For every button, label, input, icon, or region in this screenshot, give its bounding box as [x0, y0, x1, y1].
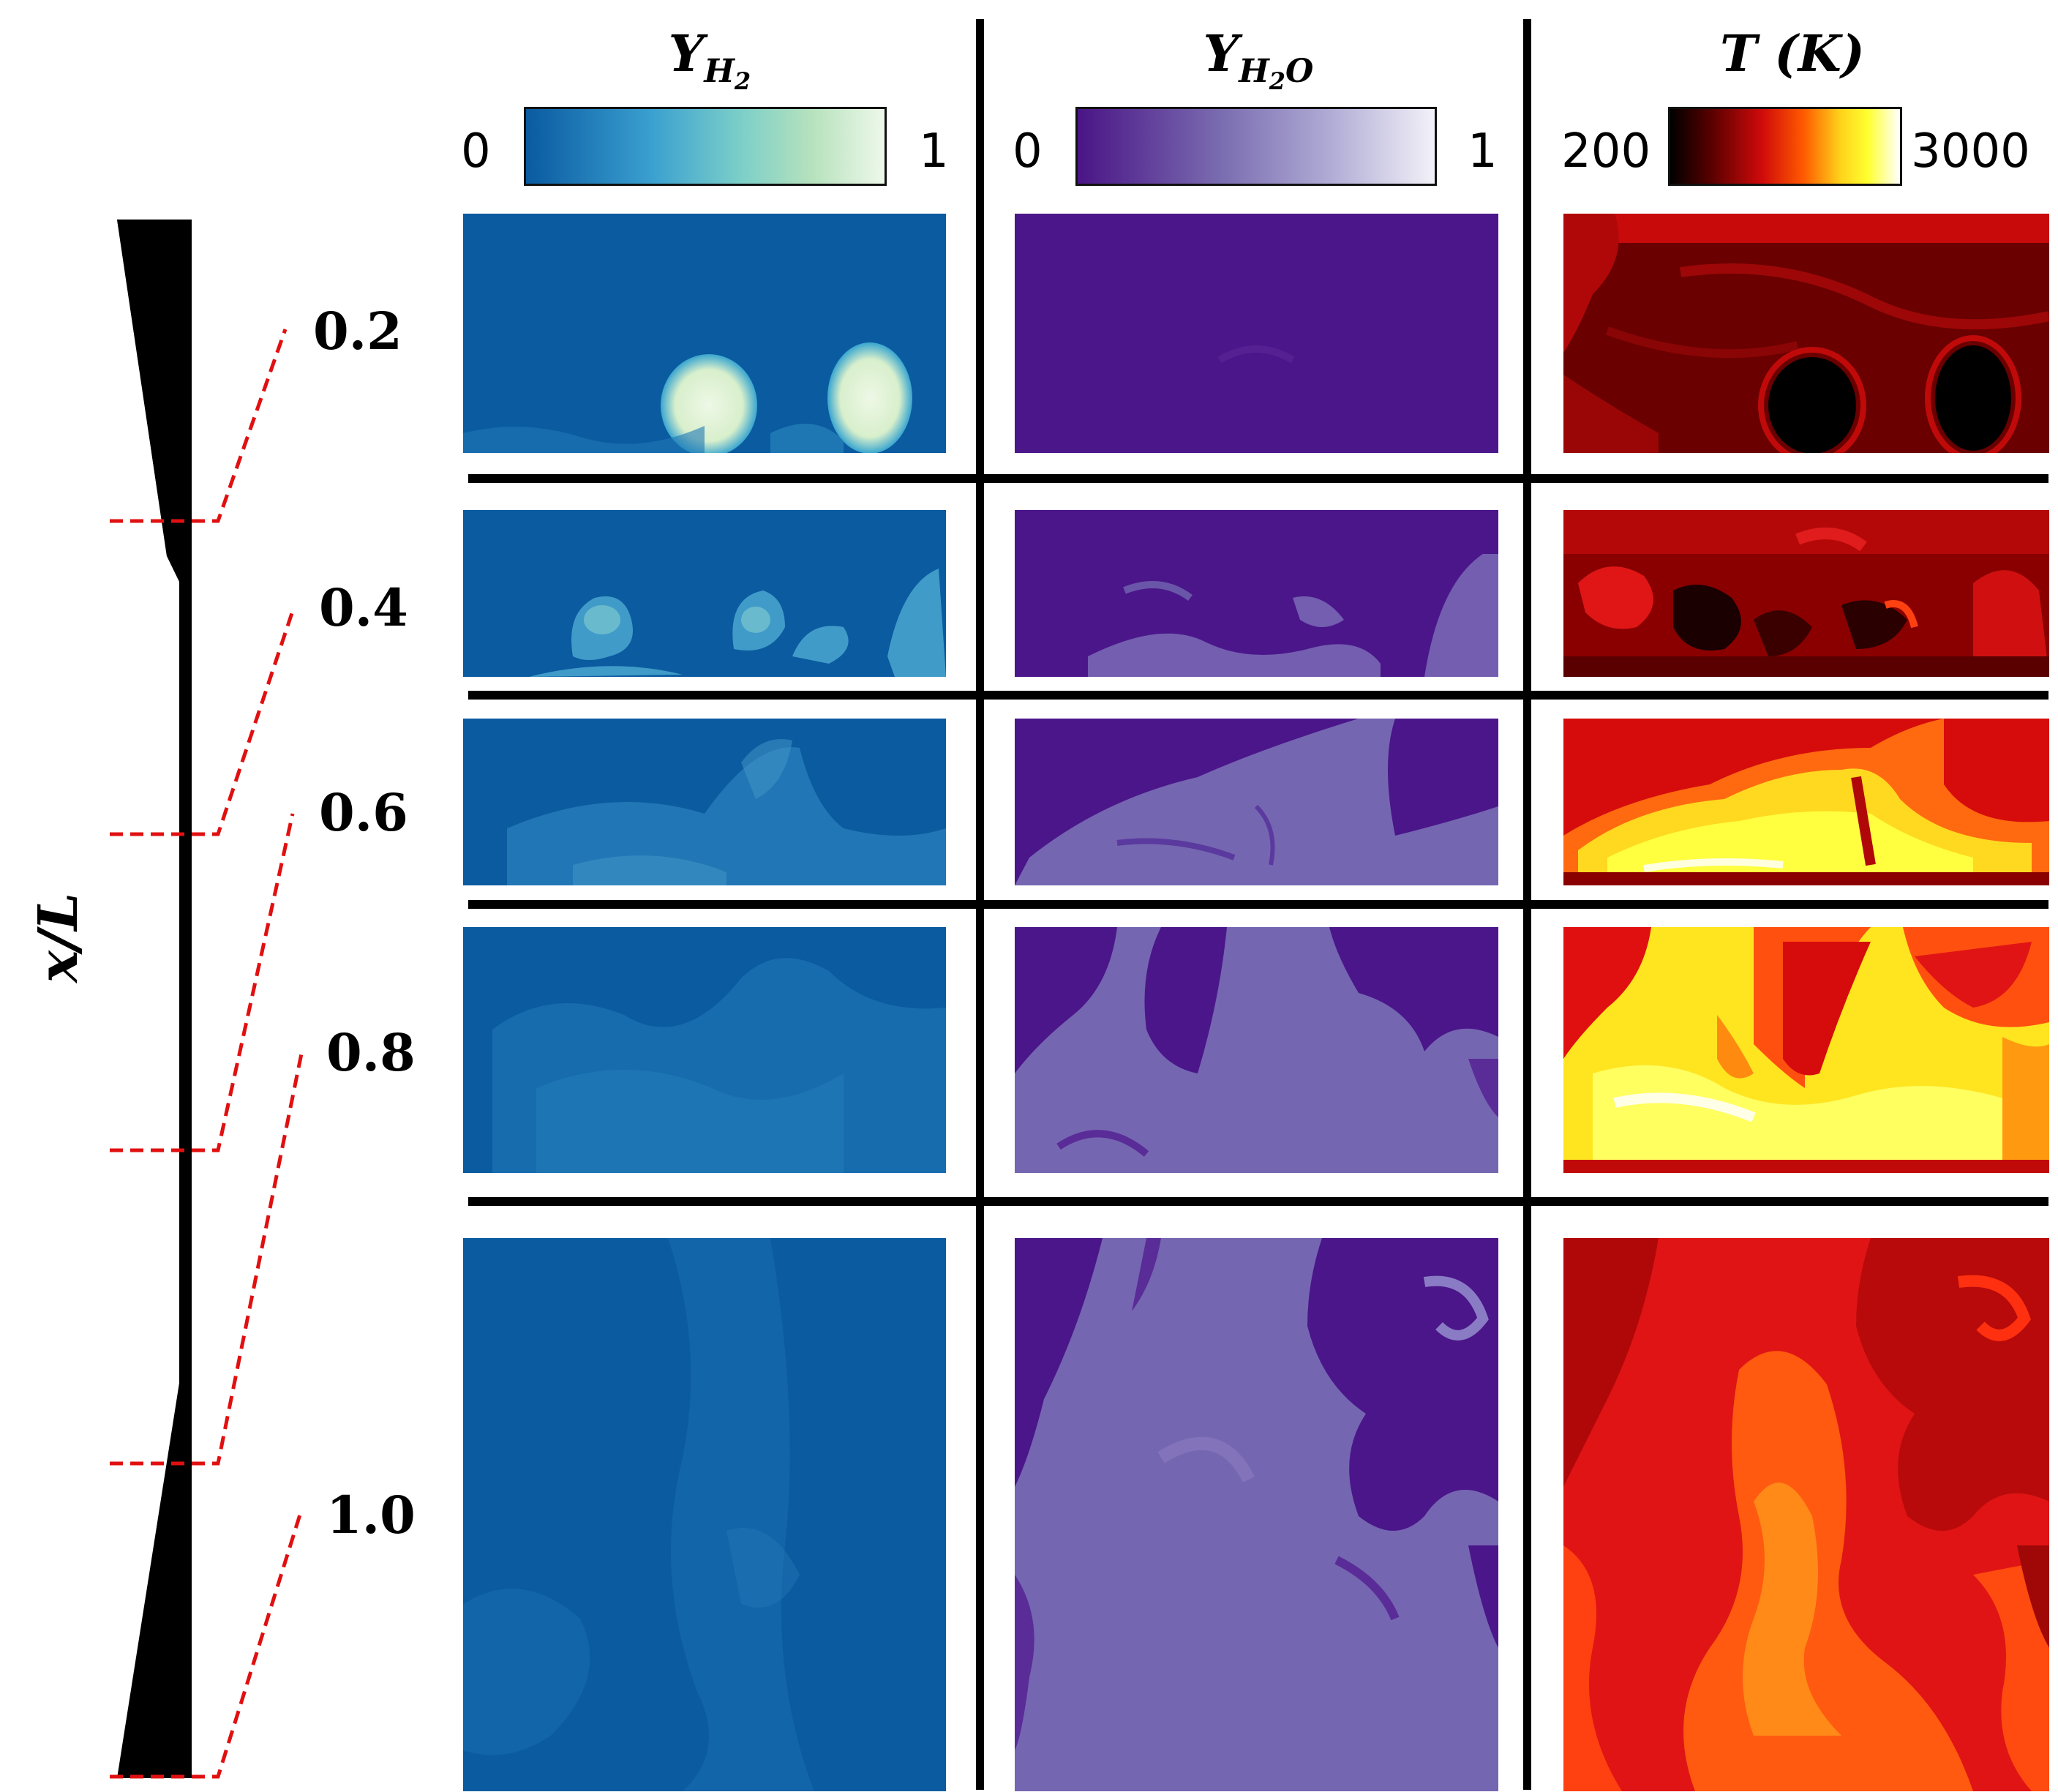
row-label-1-0: 1.0 — [326, 1485, 416, 1545]
colorbar-h2 — [524, 107, 887, 186]
row-label-0-6: 0.6 — [319, 782, 408, 843]
colorbar-h2o — [1075, 107, 1437, 186]
row-divider-2 — [468, 691, 2048, 700]
row-divider-3 — [468, 900, 2048, 909]
panel-h2-row-0-8 — [463, 927, 946, 1173]
row-label-0-4: 0.4 — [319, 577, 408, 638]
panel-temperature-row-0-6 — [1563, 719, 2049, 885]
panel-temperature-row-0-8 — [1563, 927, 2049, 1173]
cbar-h2o-min: 0 — [1013, 124, 1043, 179]
panel-temperature-row-0-4 — [1563, 510, 2049, 677]
header-temperature: T (K) — [1720, 25, 1865, 83]
channel-geometry — [117, 220, 192, 1778]
row-divider-4 — [468, 1197, 2048, 1206]
leader-line-0-2 — [110, 329, 288, 523]
panel-h2o-row-0-4 — [1015, 510, 1498, 677]
cbar-temp-min: 200 — [1561, 124, 1651, 179]
cbar-h2-max: 1 — [919, 124, 949, 179]
cbar-temp-max: 3000 — [1911, 124, 2030, 179]
leader-line-1-0 — [110, 1514, 302, 1779]
leader-lines — [110, 329, 304, 1779]
panel-h2o-row-0-2 — [1015, 214, 1498, 453]
panel-h2o-row-0-8 — [1015, 927, 1498, 1173]
panel-h2-row-0-2 — [463, 214, 946, 453]
row-divider-1 — [468, 474, 2048, 483]
cbar-h2o-max: 1 — [1468, 124, 1498, 179]
row-label-0-8: 0.8 — [326, 1022, 416, 1083]
panel-temperature-row-0-2 — [1563, 214, 2049, 453]
colorbar-temperature — [1668, 107, 1902, 186]
panel-h2o-row-0-6 — [1015, 719, 1498, 885]
row-label-0-2: 0.2 — [313, 301, 402, 361]
leader-line-0-8 — [110, 1053, 304, 1466]
leader-line-0-6 — [110, 813, 295, 1152]
cbar-h2-min: 0 — [461, 124, 491, 179]
header-h2o: YH2O — [1203, 25, 1314, 95]
panel-h2-row-0-4 — [463, 510, 946, 677]
panel-temperature-row-1-0 — [1563, 1238, 2049, 1791]
leader-line-0-4 — [110, 610, 295, 836]
panel-h2o-row-1-0 — [1015, 1238, 1498, 1791]
panel-h2-row-0-6 — [463, 719, 946, 885]
header-h2: YH2 — [668, 25, 751, 95]
panel-h2-row-1-0 — [463, 1238, 946, 1791]
